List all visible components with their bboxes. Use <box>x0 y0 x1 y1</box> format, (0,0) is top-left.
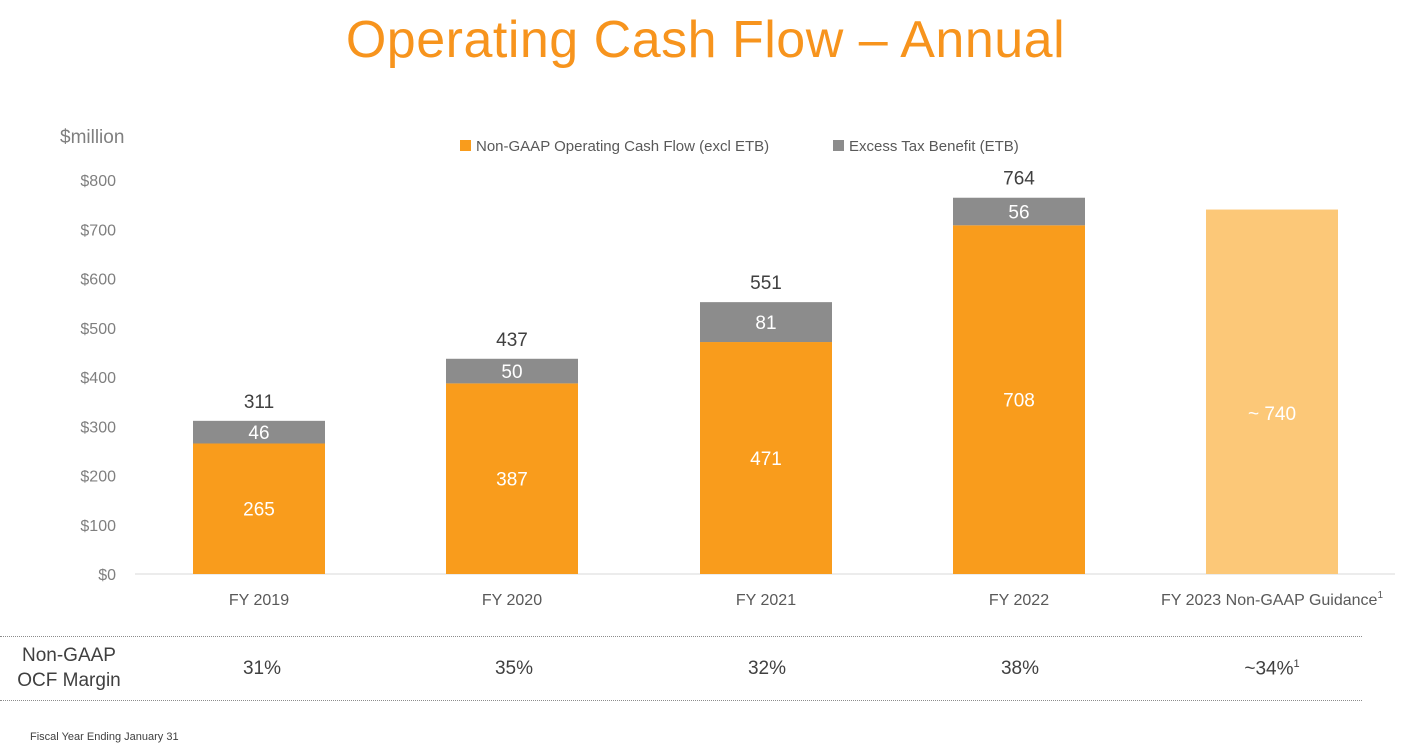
margin-label-line2: OCF Margin <box>17 670 121 691</box>
data-label-total: 764 <box>1003 169 1035 190</box>
y-tick-label: $700 <box>80 222 116 239</box>
margin-row-label: Non-GAAP OCF Margin <box>14 643 124 693</box>
bar-segment-ocf <box>953 225 1085 574</box>
divider <box>0 636 1362 637</box>
chart: $million $0 $100 $200 $300 $400 $500 $600 $700 $8… <box>60 127 1395 609</box>
bar-segment-ocf <box>700 342 832 574</box>
x-tick-label: FY 2021 <box>736 592 796 609</box>
bar-guidance <box>1206 209 1338 575</box>
data-label-ocf: 471 <box>750 449 782 470</box>
data-label-ocf: 708 <box>1003 391 1035 412</box>
bar-segment-etb <box>953 197 1085 226</box>
y-tick-label: $100 <box>80 518 116 535</box>
margin-value: 31% <box>242 658 282 679</box>
margin-value: 32% <box>747 658 787 679</box>
data-label-etb: 56 <box>1008 203 1029 224</box>
footnote: Fiscal Year Ending January 31 <box>30 731 179 743</box>
margin-row: Non-GAAP OCF Margin 31% 35% 32% 38% ~34%… <box>0 636 1411 702</box>
data-label-etb: 81 <box>755 313 776 334</box>
y-tick-label: $400 <box>80 370 116 387</box>
margin-value: 35% <box>494 658 534 679</box>
data-label-guidance: ~ 740 <box>1248 404 1296 425</box>
bar-layer <box>193 197 1338 575</box>
axis-layer: $million $0 $100 $200 $300 $400 $500 $600 $700 $8… <box>60 127 1395 609</box>
x-tick-label: FY 2020 <box>482 592 542 609</box>
y-axis-label: $million <box>60 127 124 148</box>
legend-label-ocf: Non-GAAP Operating Cash Flow (excl ETB) <box>476 138 769 155</box>
bar-segment-ocf <box>446 383 578 574</box>
label-layer: 265 46 311 387 50 437 471 81 551 708 56 764 ~ 740 <box>243 169 1296 521</box>
x-tick-label: FY 2019 <box>229 592 289 609</box>
page-title: Operating Cash Flow – Annual <box>345 11 1066 69</box>
data-label-total: 311 <box>244 392 274 413</box>
legend-swatch-ocf <box>460 140 471 151</box>
y-tick-label: $800 <box>80 173 116 190</box>
legend: Non-GAAP Operating Cash Flow (excl ETB) E… <box>460 138 1019 155</box>
y-tick-label: $0 <box>98 567 116 584</box>
data-label-etb: 50 <box>501 362 522 383</box>
data-label-ocf: 265 <box>243 500 275 521</box>
margin-label-line1: Non-GAAP <box>22 645 116 666</box>
margin-value: ~34%1 <box>1244 658 1300 680</box>
y-tick-label: $600 <box>80 272 116 289</box>
data-label-etb: 46 <box>248 423 269 444</box>
y-tick-label: $500 <box>80 321 116 338</box>
bar-segment-ocf <box>193 443 325 574</box>
data-label-total: 551 <box>750 273 782 294</box>
data-label-ocf: 387 <box>496 470 528 491</box>
y-tick-label: $300 <box>80 419 116 436</box>
footnote-marker: 1 <box>1377 590 1383 601</box>
bar-segment-etb <box>700 302 832 343</box>
footnote-marker: 1 <box>1293 658 1300 670</box>
x-tick-label: FY 2022 <box>989 592 1049 609</box>
data-label-total: 437 <box>496 330 528 351</box>
divider <box>0 700 1362 701</box>
x-tick-label: FY 2023 Non-GAAP Guidance1 <box>1161 590 1383 609</box>
legend-label-etb: Excess Tax Benefit (ETB) <box>849 138 1019 155</box>
legend-swatch-etb <box>833 140 844 151</box>
bar-segment-etb <box>193 420 325 444</box>
y-tick-label: $200 <box>80 469 116 486</box>
margin-value: 38% <box>1000 658 1040 679</box>
bar-segment-etb <box>446 358 578 384</box>
